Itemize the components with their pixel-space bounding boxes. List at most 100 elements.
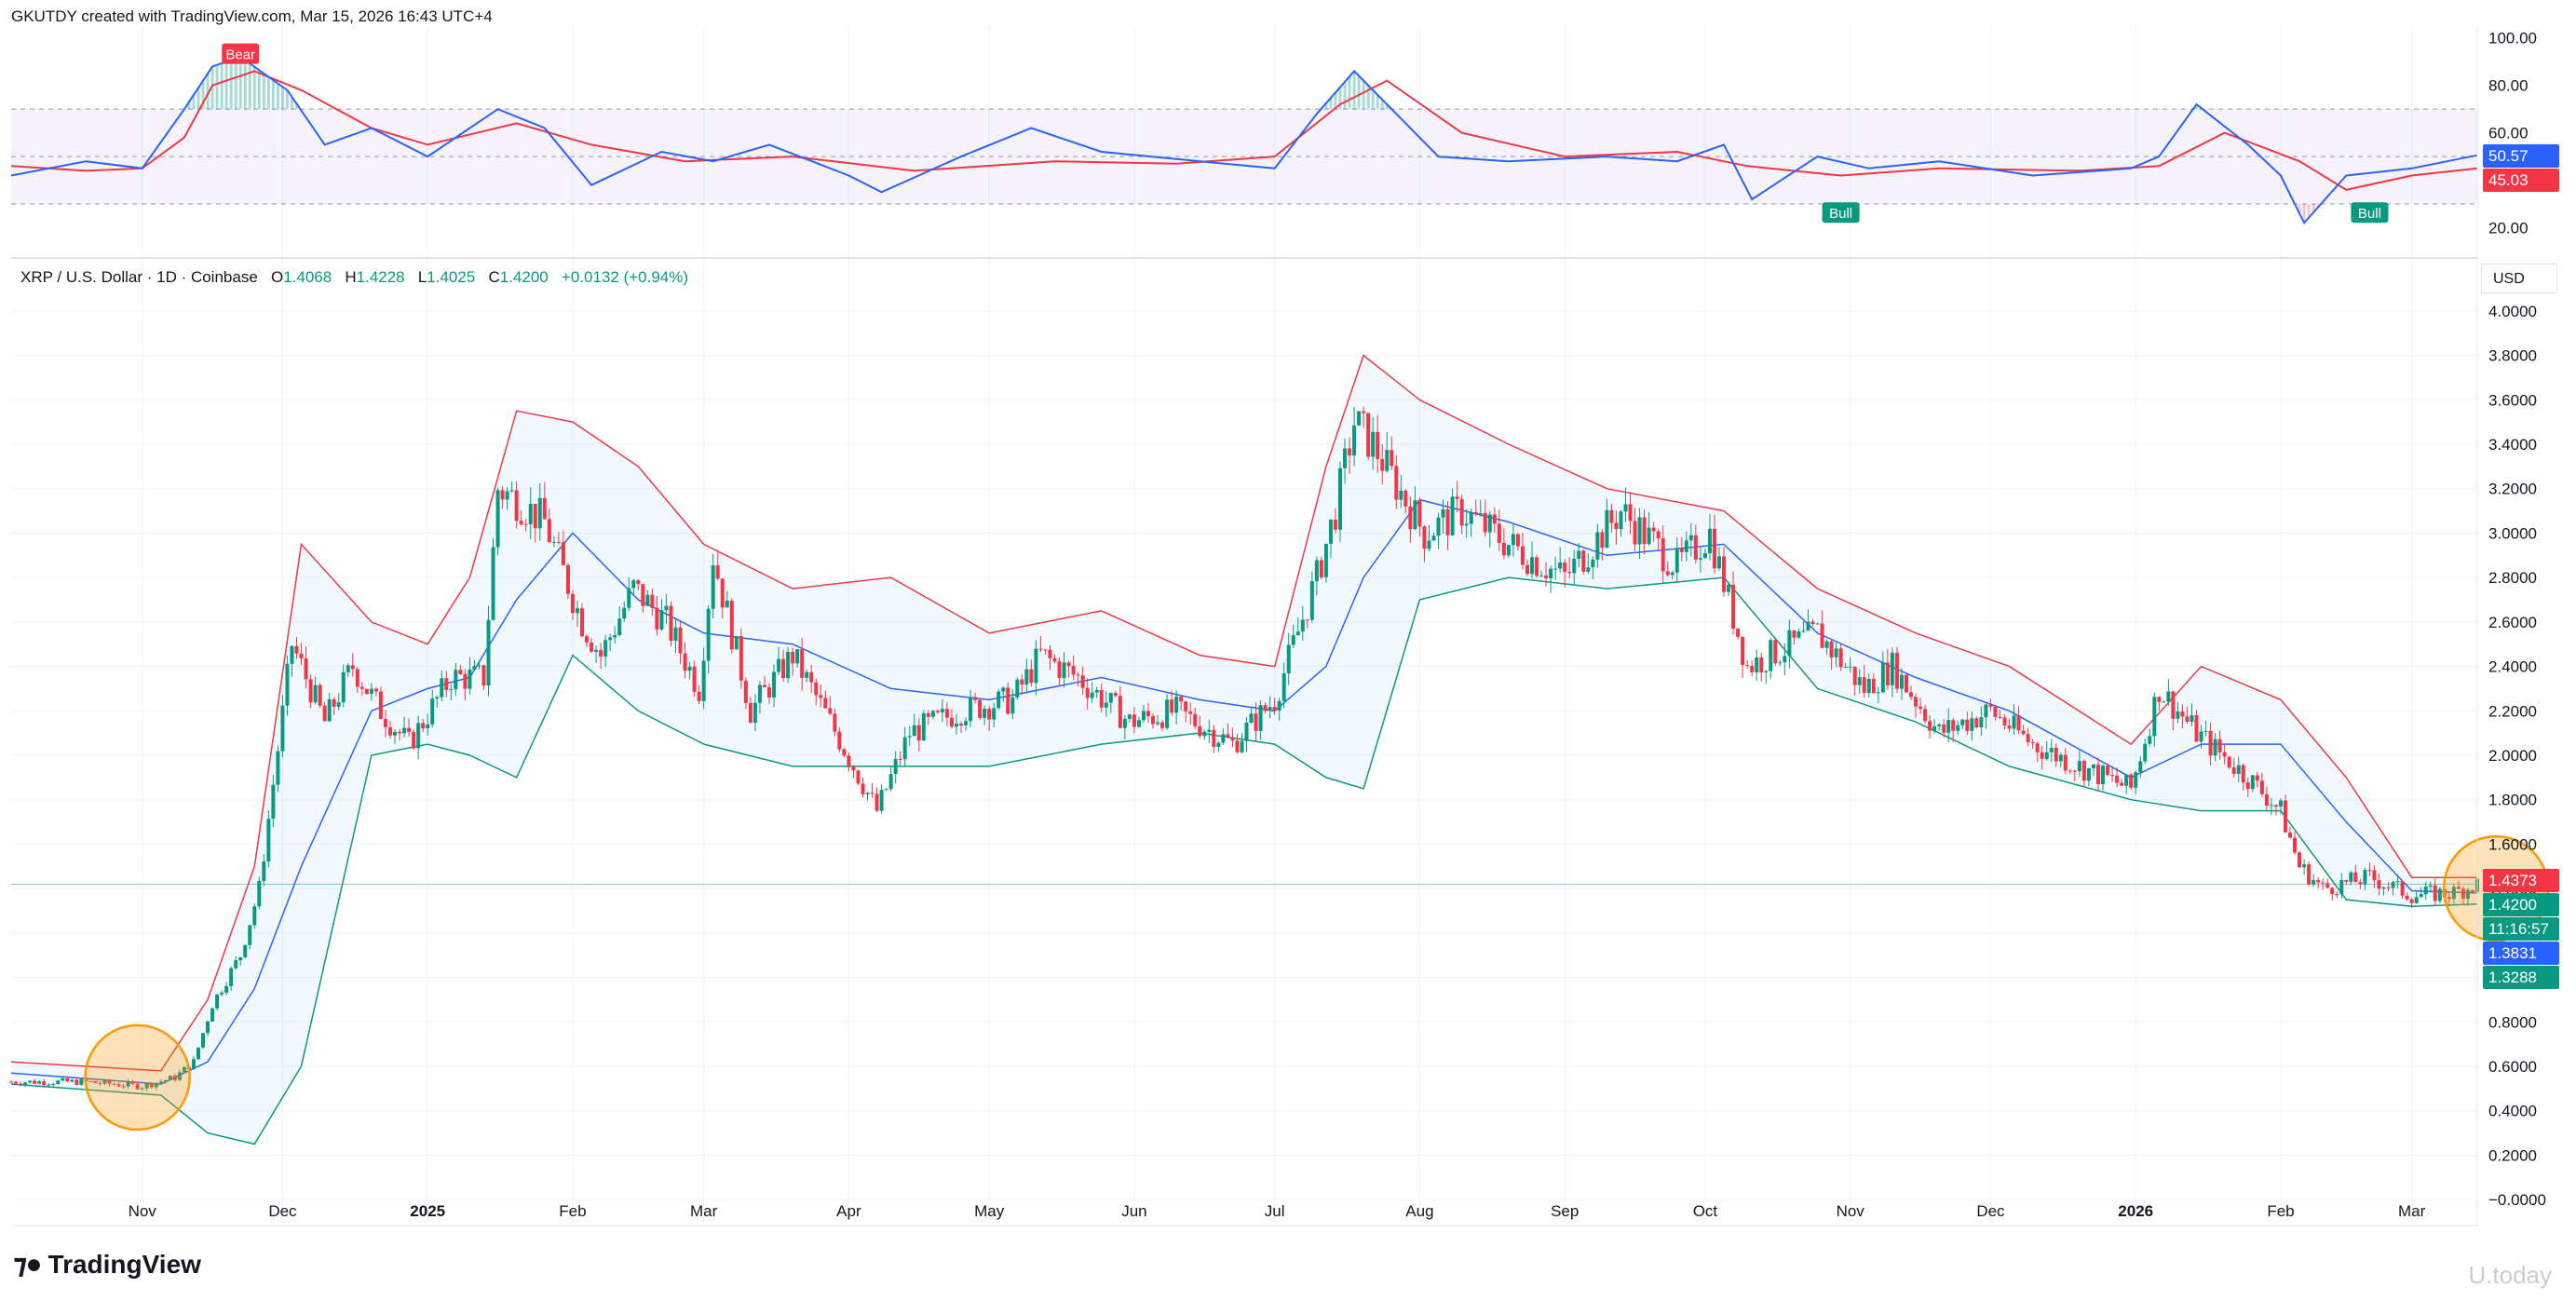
- candle-body: [1707, 528, 1712, 554]
- candle: [1090, 682, 1094, 704]
- candle: [1942, 719, 1946, 738]
- candle-body: [944, 709, 949, 718]
- candle-body: [2335, 894, 2339, 896]
- candle: [1136, 716, 1141, 728]
- candle-body: [1371, 431, 1376, 457]
- candle-body: [1520, 546, 1525, 565]
- candle-body: [1960, 719, 1965, 725]
- candle-body: [973, 697, 978, 700]
- candle: [1852, 666, 1857, 697]
- candle-body: [1984, 704, 1988, 718]
- rsi-divergence-label[interactable]: Bull: [1822, 202, 1860, 224]
- candle: [622, 601, 627, 622]
- candle: [912, 713, 916, 737]
- candle-body: [599, 649, 603, 657]
- candle-body: [2026, 734, 2030, 742]
- candle: [2307, 861, 2312, 887]
- candle-body: [1249, 713, 1254, 724]
- candle-body: [590, 642, 594, 652]
- candle-body: [1642, 517, 1647, 545]
- candle: [1122, 715, 1127, 739]
- candle-body: [1427, 540, 1431, 549]
- candle-body: [196, 1047, 200, 1060]
- symbol-name[interactable]: XRP / U.S. Dollar · 1D · Coinbase: [20, 268, 258, 286]
- candle-body: [88, 1080, 93, 1082]
- candle: [1553, 556, 1558, 580]
- candle-body: [378, 691, 383, 720]
- candle-body: [2447, 897, 2451, 900]
- candle: [1932, 719, 1937, 734]
- candle: [772, 664, 777, 708]
- price-tick-label: 2.8000: [2488, 569, 2537, 587]
- candle: [1057, 657, 1062, 686]
- candle: [224, 982, 229, 996]
- candle-body: [1295, 631, 1300, 636]
- candle-body: [2035, 743, 2040, 752]
- candle: [1052, 654, 1057, 664]
- candle: [500, 485, 505, 509]
- candle: [687, 661, 692, 680]
- candle: [575, 600, 579, 628]
- candle-body: [2106, 766, 2110, 776]
- candle: [1323, 543, 1328, 583]
- candle: [1268, 696, 1272, 719]
- candle: [1661, 524, 1665, 583]
- rsi-divergence-label[interactable]: Bear: [222, 43, 260, 64]
- candle-body: [1216, 742, 1221, 747]
- candle: [70, 1078, 75, 1083]
- candle-body: [1263, 705, 1268, 711]
- candle: [477, 660, 481, 670]
- currency-button[interactable]: USD: [2481, 264, 2557, 293]
- candle-body: [837, 731, 842, 750]
- candle: [1272, 698, 1277, 715]
- candle-body: [2456, 887, 2461, 889]
- candle-body: [1108, 693, 1113, 703]
- candle: [1511, 523, 1515, 557]
- candle-body: [1670, 572, 1674, 576]
- candle-body: [828, 708, 833, 714]
- candle: [1563, 559, 1567, 588]
- candle: [1993, 705, 1998, 721]
- candle-body: [547, 519, 551, 543]
- candle-body: [2312, 880, 2316, 885]
- tradingview-logo[interactable]: ⁊● TradingView: [13, 1248, 201, 1281]
- candle: [426, 713, 430, 736]
- candle-body: [369, 688, 373, 695]
- candle: [2106, 764, 2110, 777]
- candle: [234, 956, 238, 970]
- candle-body: [1904, 674, 1908, 693]
- candle: [551, 535, 556, 548]
- candle-body: [715, 565, 720, 579]
- candle-body: [341, 671, 346, 703]
- rsi-divergence-label[interactable]: Bull: [2351, 202, 2389, 224]
- candle: [851, 765, 856, 779]
- candle-body: [2194, 714, 2199, 742]
- candle-body: [280, 705, 285, 752]
- candle: [617, 605, 622, 637]
- candle-body: [2330, 888, 2335, 895]
- candle: [833, 708, 837, 737]
- candle-body: [1469, 512, 1473, 524]
- candle-body: [2325, 883, 2330, 888]
- x-tick-label: Dec: [268, 1202, 297, 1220]
- candle: [683, 642, 687, 679]
- candle: [1160, 719, 1165, 732]
- candle-body: [1637, 517, 1642, 545]
- x-tick-label: Jul: [1265, 1202, 1285, 1220]
- candle: [2250, 775, 2255, 793]
- candle: [2470, 888, 2474, 894]
- candle: [158, 1078, 163, 1085]
- candle: [1605, 498, 1609, 549]
- candle: [290, 644, 294, 677]
- candle: [1988, 698, 1993, 711]
- candle: [2231, 757, 2236, 779]
- candle: [1085, 678, 1090, 710]
- candle-body: [172, 1076, 177, 1080]
- candle-body: [757, 684, 762, 703]
- candle-body: [2231, 767, 2236, 774]
- candle-body: [1136, 720, 1141, 727]
- candle: [959, 721, 964, 733]
- candle: [1979, 706, 1984, 736]
- candle: [1062, 652, 1066, 688]
